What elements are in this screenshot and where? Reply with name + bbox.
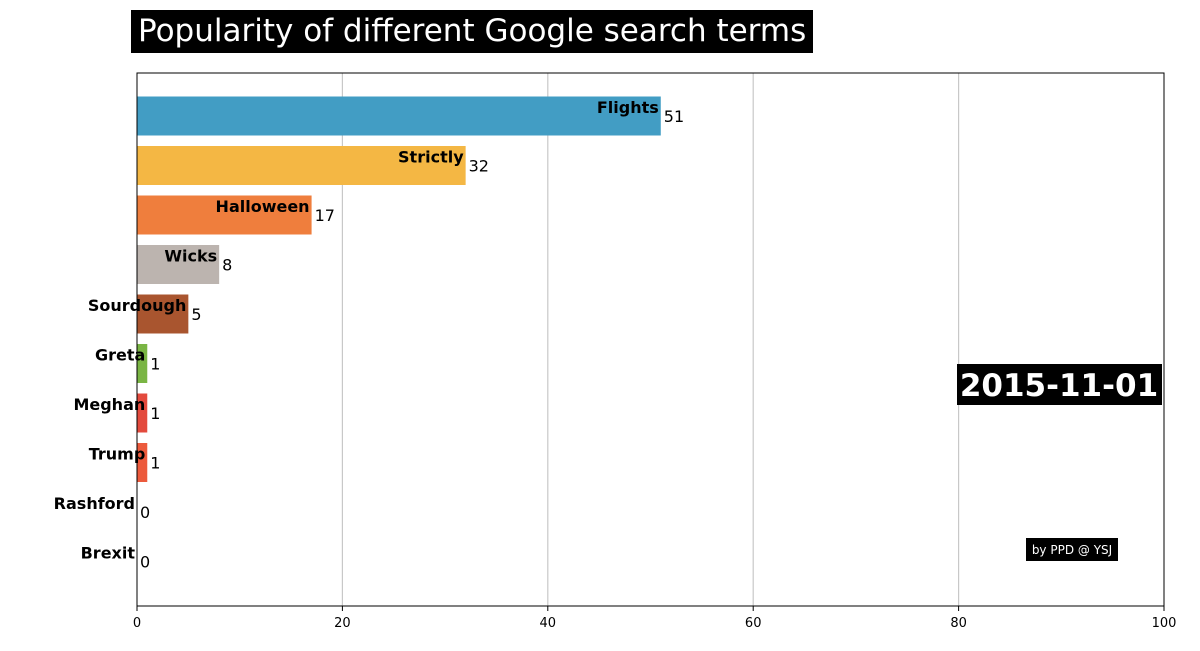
x-axis-ticks: 0 20 40 60 80 100 [133,606,1177,631]
bar-label-halloween: Halloween [216,197,310,216]
bar-greta [137,344,148,383]
bars [137,96,661,482]
x-tick-label: 0 [133,616,141,631]
bar-label-trump: Trump [89,445,146,464]
value-label-flights: 51 [664,107,684,126]
x-tick-label: 60 [745,616,762,631]
plot-frame [136,72,1165,607]
date-label: 2015-11-01 [957,364,1162,405]
x-tick-label: 20 [334,616,351,631]
value-label-halloween: 17 [315,206,335,225]
bar-halloween [137,195,312,235]
bar-label-strictly: Strictly [398,148,464,167]
value-label-trump: 1 [150,454,160,473]
bar-meghan [137,393,148,433]
bar-label-brexit: Brexit [81,544,136,563]
bar-strictly [137,146,466,185]
x-tick-label: 100 [1152,616,1177,631]
bar-label-flights: Flights [597,98,659,117]
date-text: 2015-11-01 [960,368,1158,404]
bar-labels: FlightsStrictlyHalloweenWicksSourdoughGr… [54,98,659,563]
credit-badge: by PPD @ YSJ [1026,538,1118,561]
bar-label-meghan: Meghan [73,395,145,414]
credit-text: by PPD @ YSJ [1032,543,1112,557]
value-label-brexit: 0 [140,553,150,572]
value-label-greta: 1 [150,355,160,374]
value-label-meghan: 1 [150,404,160,423]
bar-trump [137,443,148,482]
bar-sourdough [137,294,189,334]
bar-wicks [137,245,220,284]
bar-label-wicks: Wicks [164,247,217,266]
x-tick-label: 80 [950,616,967,631]
bar-label-greta: Greta [95,346,145,365]
bar-flights [137,96,661,136]
value-label-rashford: 0 [140,503,150,522]
value-label-strictly: 32 [469,157,489,176]
chart-title: Popularity of different Google search te… [131,10,814,53]
bar-label-rashford: Rashford [54,494,135,513]
value-label-sourdough: 5 [191,305,201,324]
value-label-wicks: 8 [222,256,232,275]
x-tick-label: 40 [540,616,557,631]
